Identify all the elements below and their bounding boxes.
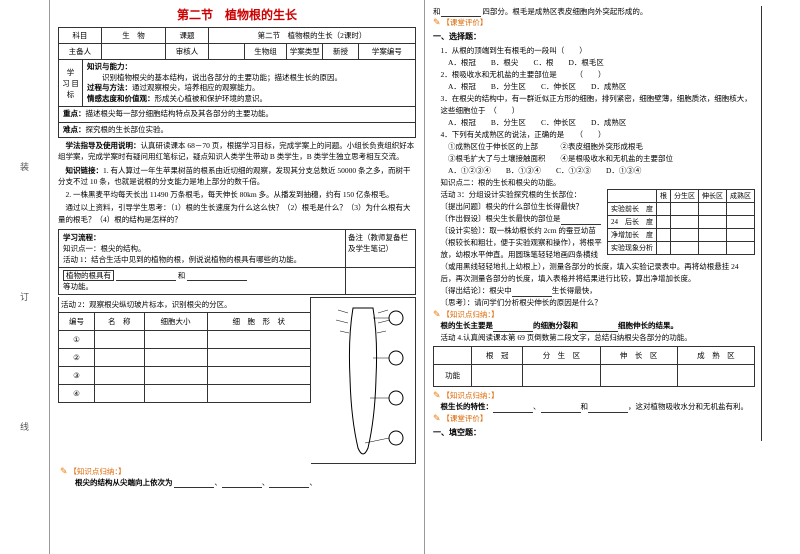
objectives-block: 学 习 目 标 知识与能力： 识别植物根尖的基本结构，说出各部分的主要功能；描述… — [58, 60, 416, 138]
right-column: 和 四部分。根毛是成熟区表皮细胞向外突起形成的。 ✎ 【课堂评价】 一、选择题：… — [425, 0, 800, 554]
page: 装 订 线 第二节 植物根的生长 科目 生 物 课题 第二节 植物根的生长（2课… — [0, 0, 800, 554]
obj-head: 情感志度和价值观： — [87, 94, 155, 103]
kp2: 知识点二：根的生长和根尖的功能。 — [433, 177, 755, 189]
q1: 1．从根的顶端到生有根毛的一段叫（ ） — [433, 45, 755, 57]
cell: 生 物 — [101, 28, 165, 44]
cell: 审核人 — [166, 44, 209, 60]
guide: 学法指导及使用说明：认真研读课本 68－70 页，根据学习目标，完成学案上的问题… — [58, 140, 416, 163]
eval-head: ✎ 【课堂评价】 — [433, 17, 755, 28]
obj-text: 通过观察根尖，培养相应的观察能力。 — [132, 83, 260, 92]
right-main: 和 四部分。根毛是成熟区表皮细胞向外突起形成的。 ✎ 【课堂评价】 一、选择题：… — [433, 6, 762, 441]
blank — [116, 271, 176, 281]
bird-icon: ✎ — [433, 390, 441, 400]
obj-head: 知识与能力： — [87, 62, 132, 71]
header-table: 科目 生 物 课题 第二节 植物根的生长（2课时） 主备人 审核人 生物组 学案… — [58, 27, 416, 60]
cell: 第二节 植物根的生长（2课时） — [208, 28, 415, 44]
act2-table-wrap: 活动 2：观察根尖纵切玻片标本，识别根尖的分区。 编号 名 称 细胞大小 细 胞… — [58, 297, 311, 464]
left-column: 第二节 植物根的生长 科目 生 物 课题 第二节 植物根的生长（2课时） 主备人… — [50, 0, 425, 554]
q4: 4．下列有关成熟区的说法，正确的是 （ ） — [433, 129, 755, 141]
obj-body: 知识与能力： 识别植物根尖的基本结构，说出各部分的主要功能；描述根生长的原因。 … — [83, 60, 415, 106]
margin-label: 订 — [20, 290, 29, 303]
flow-row: 学习流程： 知识点一：根尖的结构。 活动 1：结合生活中见到的植物的根，例说说植… — [58, 229, 416, 268]
cell: 课题 — [166, 28, 209, 44]
activity2: 活动 2：观察根尖纵切玻片标本，识别根尖的分区。 编号 名 称 细胞大小 细 胞… — [58, 297, 416, 464]
margin-label: 线 — [20, 420, 29, 433]
choice-title: 一、选择题： — [433, 31, 755, 42]
function-table: 根 冠分 生 区伸 长 区成 熟 区 功能 — [433, 346, 755, 387]
tip1: ✎ 【知识点归纳：】 根尖的结构从尖端向上依次为 、、、 — [58, 464, 416, 490]
function-row: 植物的根具有 和 等功能。 — [58, 268, 416, 295]
q3: 3．在根尖的结构中，有一群近似正方形的细胞，排列紧密，细胞壁薄，细胞质浓，细胞核… — [433, 93, 755, 117]
cell: 新授 — [323, 44, 359, 60]
obj-text: 识别植物根尖的基本结构，说出各部分的主要功能；描述根生长的原因。 — [87, 73, 411, 84]
cell: 学案类型 — [287, 44, 323, 60]
bird-icon: ✎ — [433, 17, 441, 27]
cell — [101, 44, 165, 60]
bird-icon: ✎ — [433, 413, 441, 423]
link-p2: 2. 一株黑麦平均每天长出 11490 万条根毛，每天伸长 80km 多。从播发… — [58, 189, 416, 200]
binding-margin: 装 订 线 — [0, 0, 50, 554]
link: 知识链接：1. 有人算过一年生苹果树苗的根系由近切细的观察，发现其分支总数近 5… — [58, 165, 416, 188]
note-margin — [762, 6, 792, 441]
experiment-table: 根分生区伸长区成熟区 实验前长 度 24 后长 度 净增加长 度 实验现象分析 — [607, 189, 755, 255]
obj-text: 形成关心植被和保护环境的意识。 — [155, 94, 268, 103]
act2-table: 编号 名 称 细胞大小 细 胞 形 状 ① ② ③ ④ — [58, 312, 311, 403]
obj-head: 过程与方法： — [87, 83, 132, 92]
page-title: 第二节 植物根的生长 — [58, 6, 416, 23]
flow-content: 学习流程： 知识点一：根尖的结构。 活动 1：结合生活中见到的植物的根，例说说植… — [58, 229, 346, 268]
cell — [208, 44, 244, 60]
obj-label: 学 习 目 标 — [59, 60, 83, 106]
root-svg — [318, 298, 408, 463]
cell: 科目 — [59, 28, 102, 44]
cell: 主备人 — [59, 44, 102, 60]
fill-title: 一、填空题： — [433, 427, 755, 438]
root-diagram — [311, 297, 416, 464]
focus: 重点：描述根尖每一部分细胞结构特点及其各部分的主要功能。 — [59, 107, 415, 122]
cell: 学案编号 — [358, 44, 415, 60]
q2: 2．根吸收水和无机盐的主要部位是 （ ） — [433, 69, 755, 81]
bird-icon: ✎ — [60, 466, 68, 476]
bird-icon: ✎ — [433, 309, 441, 319]
margin-label: 装 — [20, 160, 29, 173]
cell: 生物组 — [244, 44, 287, 60]
blank — [187, 271, 247, 281]
note-col: 备注（教师复备栏及学生笔记） — [346, 229, 416, 268]
difficulty: 难点：探究根的生长部位实验。 — [59, 123, 415, 138]
link-p3: 通过以上资料，引导学生思考：（1）根的生长速度为什么这么快？（2）根毛是什么？（… — [58, 202, 416, 225]
